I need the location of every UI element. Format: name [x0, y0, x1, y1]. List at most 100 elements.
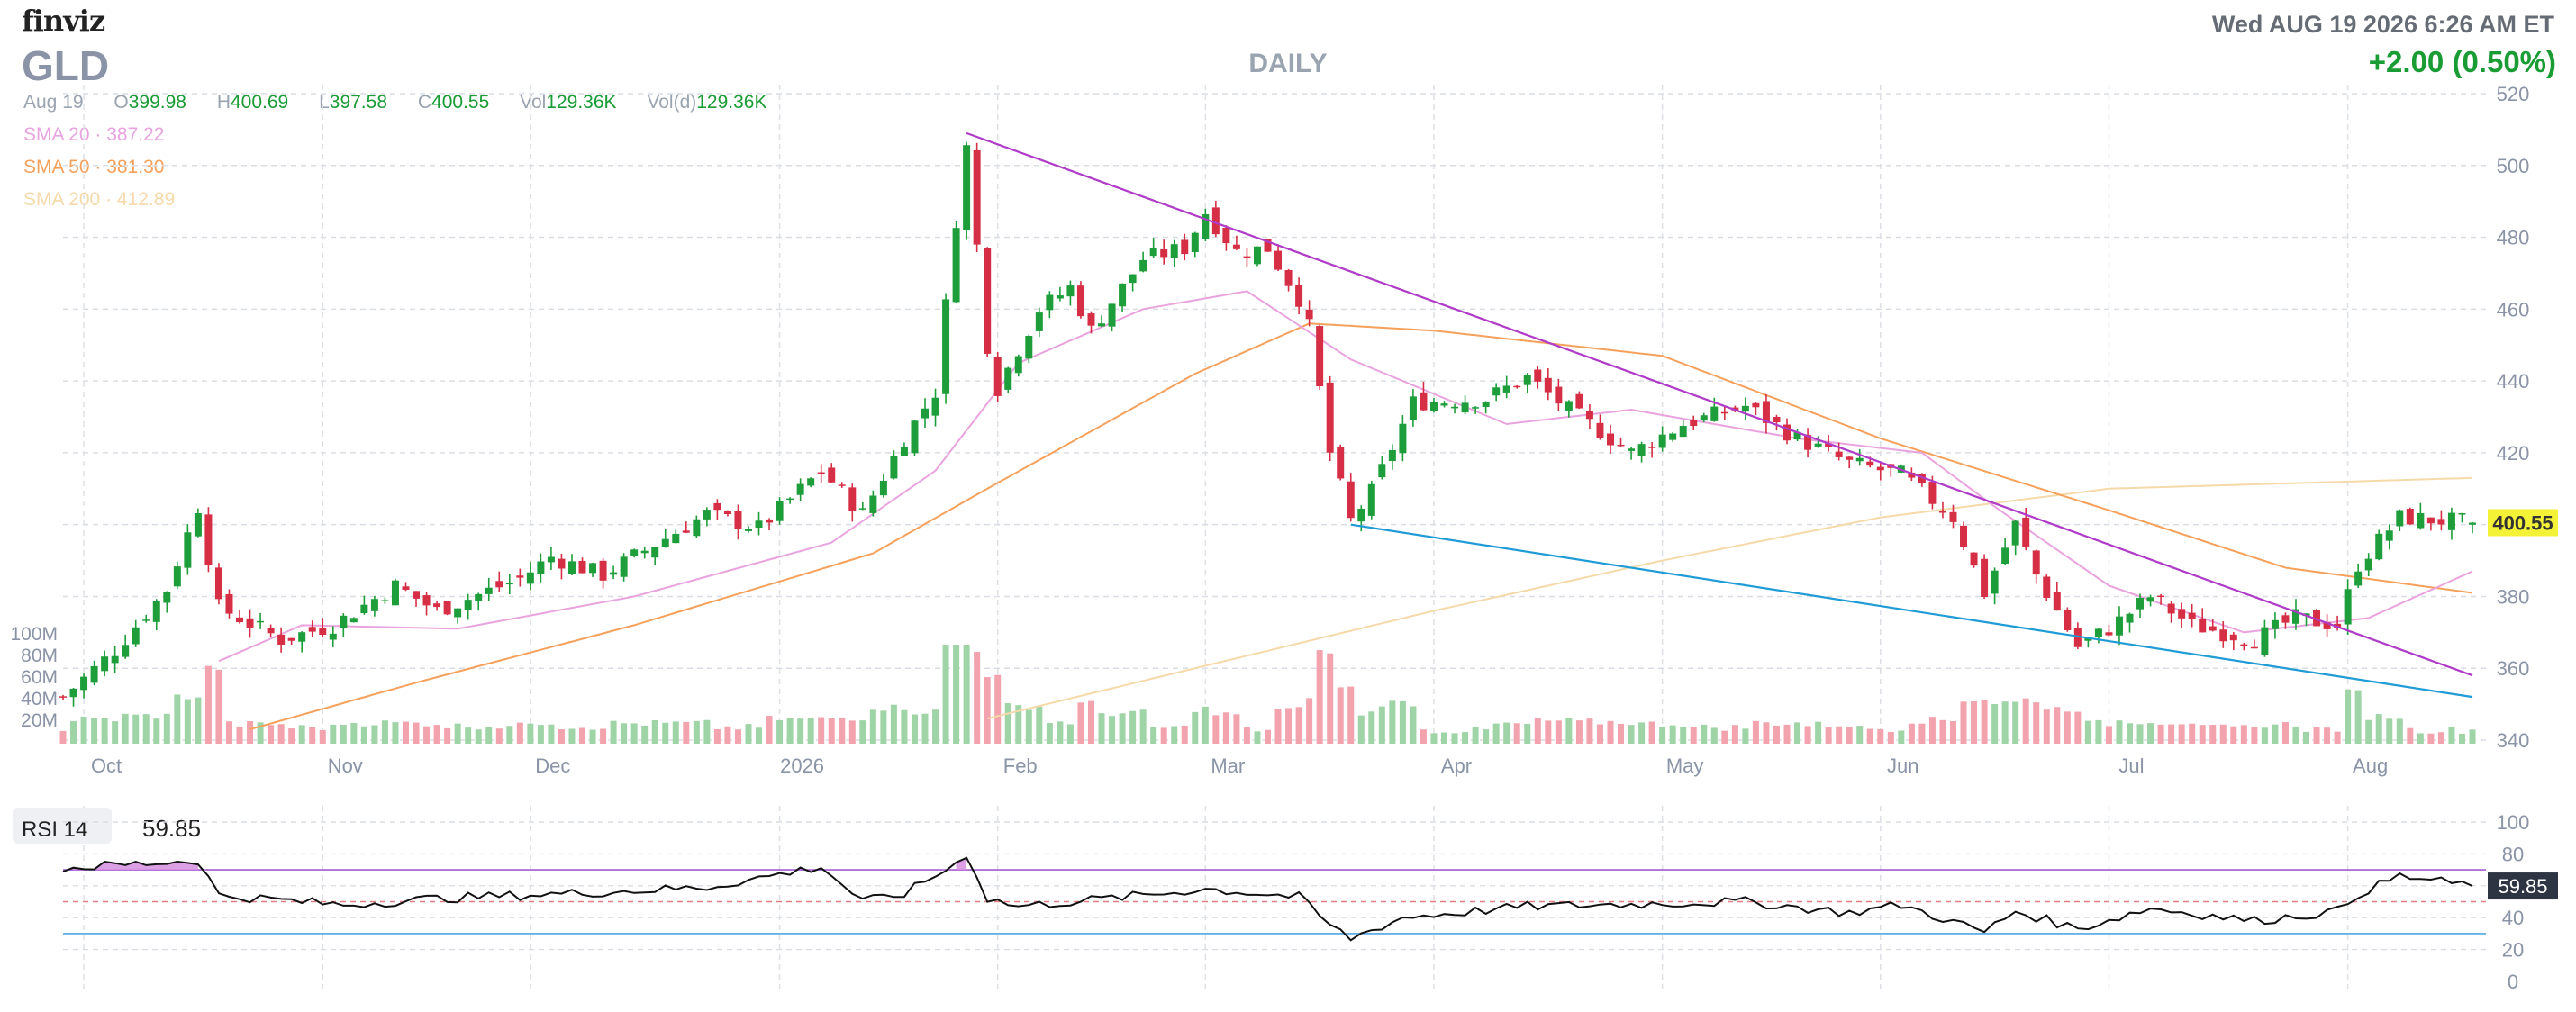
volume-bar	[994, 674, 1002, 744]
volume-bar	[1430, 733, 1438, 744]
candle-body	[672, 533, 680, 544]
volume-bar	[184, 699, 191, 744]
volume-bar	[953, 645, 960, 744]
rsi-overbought-fill	[956, 857, 967, 871]
rsi-line	[62, 856, 2473, 942]
volume-bar	[1815, 721, 1822, 744]
candle-body	[2250, 646, 2258, 649]
x-tick-label: Nov	[328, 754, 363, 777]
volume-bar	[433, 725, 440, 744]
rsi-label: RSI 14	[22, 818, 87, 842]
last-price-label: 400.55	[2492, 511, 2553, 534]
volume-bar	[1877, 728, 1884, 744]
volume-bar	[859, 720, 866, 744]
volume-bar	[122, 713, 129, 744]
x-tick-label: May	[1666, 754, 1704, 777]
finviz-logo[interactable]: finviz	[22, 4, 105, 38]
candle-body	[2261, 627, 2269, 655]
candle-body	[1606, 433, 1614, 446]
candle-body	[2417, 512, 2425, 529]
volume-bar	[101, 718, 108, 744]
volume-bar	[2303, 731, 2310, 744]
volume-bar	[1057, 721, 1064, 744]
volume-bar	[766, 716, 773, 744]
volume-bar	[277, 724, 285, 744]
rsi-value-tag-label: 59.85	[2498, 875, 2547, 898]
y-tick-label: 420	[2497, 442, 2530, 465]
candle-body	[578, 560, 586, 574]
volume-bar	[2407, 727, 2414, 744]
volume-bar	[330, 724, 337, 744]
volume-bar	[1513, 723, 1520, 744]
volume-bar	[2437, 732, 2444, 744]
candle-body	[2199, 619, 2207, 633]
volume-bar	[516, 722, 523, 744]
candle-body	[911, 420, 919, 454]
volume-bar	[1659, 727, 1666, 744]
volume-bar	[1628, 725, 1635, 744]
volume-bar	[1866, 728, 1873, 744]
volume-bar	[1171, 726, 1178, 744]
candle-body	[1347, 481, 1355, 519]
volume-bar	[984, 677, 991, 744]
candle-body	[349, 618, 358, 623]
volume-bar	[2427, 733, 2435, 744]
volume-bar	[371, 725, 378, 744]
candle-body	[1316, 326, 1324, 387]
candle-body	[2146, 597, 2154, 602]
volume-bar	[142, 714, 150, 744]
volume-bar	[392, 722, 399, 744]
candle-body	[1502, 385, 1510, 393]
sma20-legend[interactable]: SMA 20 · 387.22	[23, 124, 165, 145]
candle-body	[1596, 422, 1604, 439]
volume-bar	[485, 727, 493, 744]
candle-body	[942, 299, 950, 394]
candle-body	[1876, 466, 1884, 471]
candle-body	[1866, 461, 1874, 466]
volume-bar	[579, 727, 586, 744]
candle-body	[1160, 249, 1168, 258]
volume-bar	[1025, 709, 1032, 744]
rsi-label-box	[13, 808, 112, 844]
candle-body	[1119, 283, 1127, 307]
volume-bar	[350, 722, 358, 744]
volume-bar	[215, 669, 222, 744]
y-tick-label: 480	[2497, 227, 2530, 249]
volume-bar	[1046, 723, 1053, 744]
volume-bar	[2281, 721, 2289, 744]
candle-body	[319, 627, 327, 636]
volume-bar	[402, 721, 409, 744]
candle-body	[1284, 270, 1293, 286]
candle-body	[1440, 403, 1448, 406]
candle-body	[2426, 517, 2435, 524]
candle-body	[381, 600, 389, 601]
y-tick-label: 460	[2497, 298, 2530, 321]
sma50-label: SMA 50	[23, 157, 90, 177]
candle-body	[1357, 508, 1365, 522]
volume-bar	[610, 720, 617, 744]
volume-bar	[2095, 719, 2102, 744]
candle-body	[495, 581, 503, 588]
candle-body	[402, 586, 410, 590]
volume-bar	[2116, 720, 2123, 744]
volume-bar	[1524, 723, 1531, 744]
candle-body	[755, 520, 763, 529]
volume-bar	[1565, 718, 1573, 744]
volume-bar	[537, 725, 544, 744]
candle-body	[817, 472, 825, 474]
candle-body	[1461, 402, 1469, 413]
sma50-legend[interactable]: SMA 50 · 381.30	[23, 157, 165, 177]
candle-body	[2437, 519, 2445, 525]
sma20-line	[218, 290, 2473, 663]
sma200-legend[interactable]: SMA 200 · 412.89	[23, 189, 176, 210]
candle-body	[973, 149, 981, 245]
candle-body	[952, 228, 960, 303]
candle-body	[2094, 628, 2102, 637]
candle-body	[2406, 509, 2414, 525]
volume-bar	[1971, 701, 1978, 744]
candle-body	[1305, 309, 1313, 320]
volume-bar	[734, 729, 741, 744]
volume-bar	[495, 728, 503, 744]
volume-bar	[153, 718, 160, 744]
